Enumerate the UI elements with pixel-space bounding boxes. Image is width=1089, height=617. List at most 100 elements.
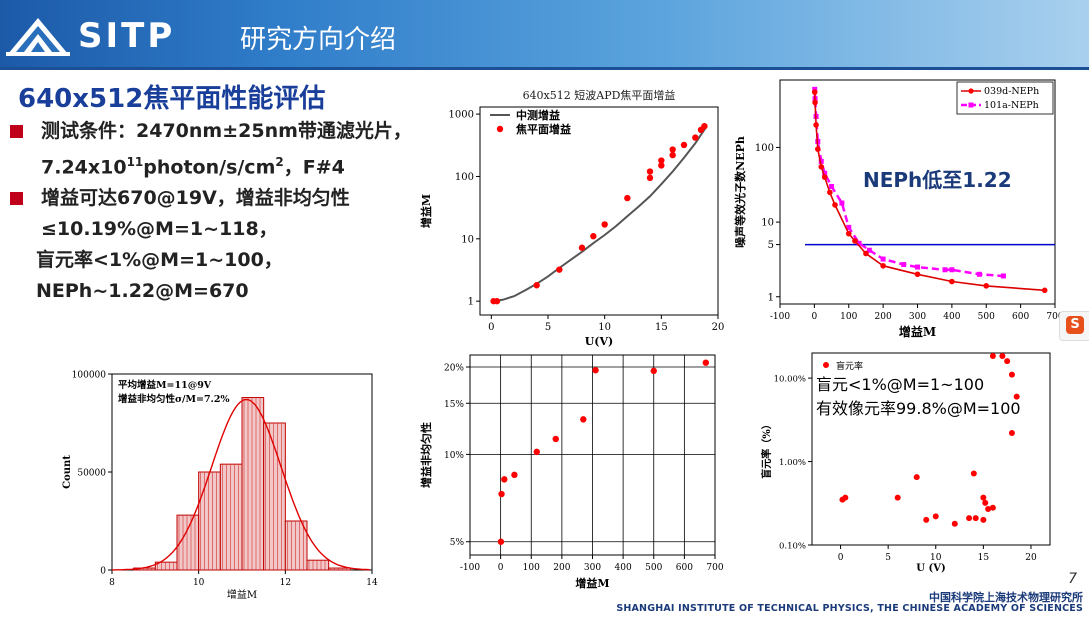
x-tick-label: 12	[280, 578, 291, 588]
uniformity-chart: -100 0 100 200 300 400 500 600 700 5% 10% 15% 20% 增益M…	[419, 354, 724, 590]
data-point	[624, 194, 631, 202]
data-point-101a	[1000, 273, 1006, 279]
plot-frame	[479, 106, 719, 316]
histogram-bar	[306, 559, 330, 571]
x-axis-label: 增益M	[899, 324, 936, 339]
data-point	[658, 157, 665, 164]
legend-entry: 101a-NEPh	[984, 100, 1039, 111]
legend-entry: 中测增益	[516, 108, 560, 122]
data-point	[646, 174, 654, 182]
data-point	[951, 520, 958, 527]
hist-annotation: 平均增益M=11@9V	[118, 379, 212, 391]
legend-box	[956, 81, 1054, 115]
superscript: 2	[275, 155, 284, 169]
data-point	[842, 494, 849, 501]
y-tick-label: 10	[761, 218, 774, 229]
bullet-line: NEPh~1.22@M=670	[36, 280, 249, 303]
y-axis-label: 噪声等效光子数NEPh	[733, 136, 747, 248]
histogram-bar	[198, 471, 221, 571]
y-axis-label: Count	[62, 455, 73, 489]
data-point	[982, 499, 989, 506]
blind-annotation: 有效像元率99.8%@M=100	[816, 399, 1021, 418]
x-tick-label: 100	[523, 563, 540, 573]
x-tick-label: 500	[645, 563, 662, 573]
x-tick-label: 5	[545, 322, 551, 333]
data-point-039d	[863, 250, 869, 257]
data-point-039d	[949, 278, 955, 285]
data-point-039d	[827, 189, 833, 196]
x-tick-label: 15	[978, 553, 990, 563]
text-span: photon/s/cm	[143, 156, 276, 179]
x-tick-label: 300	[909, 312, 926, 322]
data-point-101a	[915, 264, 920, 270]
neph-annotation: NEPh低至1.22	[863, 168, 1012, 192]
data-point	[680, 141, 688, 149]
data-point	[1013, 393, 1020, 400]
x-tick-label: 8	[109, 578, 115, 588]
data-point	[497, 538, 505, 545]
data-point-101a	[901, 262, 907, 268]
x-tick-label: 10	[930, 553, 942, 563]
y-axis-label: 增益非均匀性	[419, 422, 433, 488]
histogram-bar	[328, 567, 351, 571]
x-tick-label: 600	[676, 563, 693, 573]
x-tick-label: 200	[553, 563, 570, 573]
y-tick-label: 0.10%	[779, 542, 806, 552]
data-point	[533, 448, 540, 456]
x-tick-label: 10	[598, 322, 611, 333]
bullet-list: 测试条件：2470nm±25nm带通滤光片， 7.24x1011photon/s…	[8, 116, 438, 307]
data-point-101a	[818, 158, 824, 164]
y-tick-label: 1000	[449, 110, 474, 121]
superscript: 11	[126, 155, 144, 169]
series-line-measured-gain	[491, 125, 708, 303]
header-title: 研究方向介绍	[240, 25, 397, 55]
data-point	[650, 367, 657, 375]
bullet-line: 测试条件：2470nm±25nm带通滤光片，	[41, 120, 412, 142]
x-tick-label: 400	[615, 563, 632, 573]
data-point	[932, 513, 939, 520]
slide-title: 640x512焦平面性能评估	[18, 84, 326, 114]
data-point	[590, 233, 597, 240]
x-axis-label: 增益M	[575, 576, 609, 590]
data-point	[1008, 429, 1015, 436]
x-tick-label: 5	[885, 553, 891, 563]
data-point	[1008, 371, 1015, 378]
x-axis-label: U (V)	[916, 563, 945, 574]
header-divider	[0, 67, 1089, 70]
x-tick-label: 200	[875, 312, 892, 322]
page-number: 7	[1068, 571, 1077, 587]
hist-annotation: 增益非均匀性σ/M=7.2%	[118, 393, 230, 405]
data-point-101a	[812, 86, 818, 92]
blind-pixel-chart: 0 5 10 15 20 0.10% 1.00% 10.00% U (V) 盲元率（%） 盲元率盲元…	[760, 352, 1051, 574]
data-point-101a	[839, 200, 845, 206]
bullet-item: 测试条件：2470nm±25nm带通滤光片， 7.24x1011photon/s…	[8, 116, 438, 183]
y-tick-label: 10%	[444, 451, 464, 461]
y-tick-label: 20%	[444, 364, 464, 374]
x-tick-label: 300	[584, 563, 601, 573]
side-tab[interactable]: S	[1059, 311, 1089, 341]
legend-entry: 盲元率	[836, 360, 863, 372]
data-point	[646, 168, 654, 175]
data-point	[1004, 358, 1011, 365]
x-tick-label: 0	[812, 312, 818, 322]
histogram-bar	[263, 422, 286, 571]
data-point	[669, 151, 676, 159]
y-tick-label: 10	[461, 234, 474, 245]
y-axis-label: 增益M	[419, 194, 433, 228]
bullet-line: 7.24x1011photon/s/cm2，F#4	[41, 147, 412, 183]
y-tick-label: 50000	[77, 469, 106, 479]
bullet-text: 增益可达670@19V，增益非均匀性 ≤10.19%@M=1~118，	[41, 183, 350, 245]
data-point-039d	[1041, 287, 1048, 294]
data-point-101a	[829, 183, 835, 189]
legend-point-swatch	[968, 102, 974, 108]
header-bar	[0, 0, 1089, 70]
x-axis-label: U(V)	[585, 335, 614, 347]
x-tick-label: 400	[943, 312, 960, 322]
y-tick-label: 100000	[72, 371, 107, 381]
y-tick-label: 100	[455, 172, 474, 183]
x-tick-label: 0	[838, 553, 844, 563]
data-point-039d	[815, 146, 821, 152]
plot-frame	[811, 352, 1051, 546]
text-span: 7.24x10	[41, 156, 127, 179]
data-point	[580, 416, 587, 423]
